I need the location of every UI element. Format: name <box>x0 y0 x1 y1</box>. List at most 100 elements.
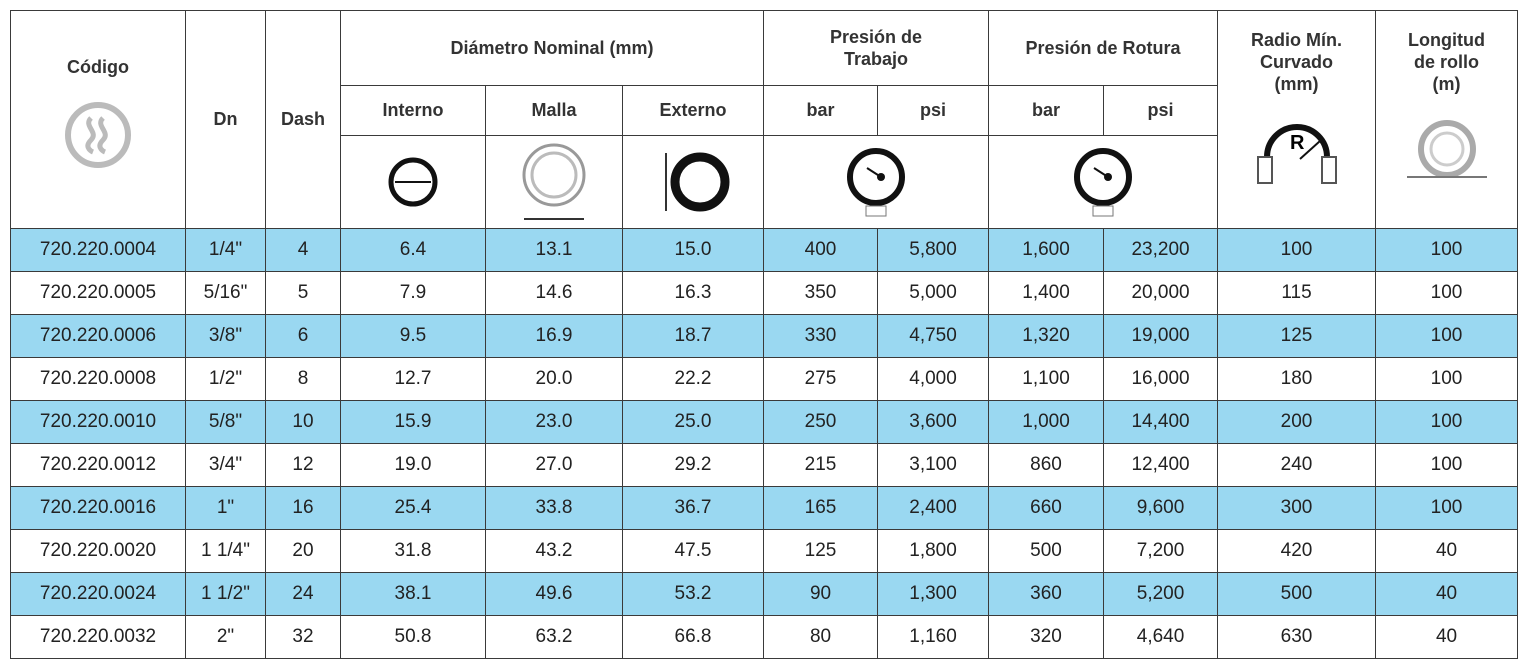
table-cell: 125 <box>763 529 879 573</box>
table-cell: 180 <box>1217 357 1377 401</box>
table-cell: 500 <box>1217 572 1377 616</box>
table-cell: 20,000 <box>1103 271 1219 315</box>
table-cell: 40 <box>1375 529 1519 573</box>
table-cell: 24 <box>265 572 341 616</box>
table-cell: 1" <box>185 486 266 530</box>
table-cell: 275 <box>763 357 879 401</box>
table-cell: 20.0 <box>485 357 623 401</box>
table-cell: 100 <box>1375 271 1519 315</box>
table-cell: 38.1 <box>340 572 486 616</box>
externo-icon <box>665 152 730 212</box>
table-cell: 1,100 <box>988 357 1105 401</box>
table-cell: 100 <box>1375 228 1519 272</box>
table-cell: 32 <box>265 615 341 659</box>
radio-header: Radio Mín. Curvado (mm) R <box>1217 10 1377 229</box>
table-cell: 125 <box>1217 314 1377 358</box>
gauge-icon <box>847 148 906 217</box>
table-cell: 1,400 <box>988 271 1105 315</box>
interno-icon-cell <box>340 135 486 229</box>
table-cell: 400 <box>763 228 879 272</box>
presion-rotura-header: Presión de Rotura <box>988 10 1219 86</box>
table-cell: 350 <box>763 271 879 315</box>
table-cell: 630 <box>1217 615 1377 659</box>
externo-header: Externo <box>621 85 765 136</box>
table-cell: 29.2 <box>621 443 765 487</box>
table-cell: 19.0 <box>340 443 486 487</box>
table-cell: 420 <box>1217 529 1377 573</box>
table-cell: 360 <box>988 572 1105 616</box>
table-cell: 31.8 <box>340 529 486 573</box>
table-cell: 5/8" <box>185 400 266 444</box>
radio-icon-label: R <box>1290 132 1305 154</box>
bar-header: bar <box>763 85 879 136</box>
table-cell: 25.0 <box>621 400 765 444</box>
table-cell: 80 <box>763 615 879 659</box>
table-cell: 36.7 <box>621 486 765 530</box>
table-row: 720.220.0005 5/16" 5 7.9 14.6 16.3 350 5,000 1,4… <box>10 271 1519 315</box>
spec-table: Código Dn Dash Diámetro Nominal (mm) Pre… <box>10 10 1519 659</box>
malla-header: Malla <box>485 85 623 136</box>
presion-trabajo-header: Presión de Trabajo <box>763 10 990 86</box>
table-row: 720.220.0004 1/4" 4 6.4 13.1 15.0 400 5,800 1,60… <box>10 228 1519 272</box>
table-cell: 23,200 <box>1103 228 1219 272</box>
table-cell: 47.5 <box>621 529 765 573</box>
table-cell: 12,400 <box>1103 443 1219 487</box>
table-cell: 14,400 <box>1103 400 1219 444</box>
table-cell: 720.220.0024 <box>10 572 186 616</box>
table-cell: 1 1/2" <box>185 572 266 616</box>
table-cell: 720.220.0010 <box>10 400 186 444</box>
table-cell: 15.9 <box>340 400 486 444</box>
table-cell: 3,600 <box>877 400 990 444</box>
table-cell: 1,160 <box>877 615 990 659</box>
table-cell: 3,100 <box>877 443 990 487</box>
table-cell: 43.2 <box>485 529 623 573</box>
table-cell: 720.220.0032 <box>10 615 186 659</box>
table-cell: 8 <box>265 357 341 401</box>
table-cell: 860 <box>988 443 1105 487</box>
table-cell: 13.1 <box>485 228 623 272</box>
presion-trabajo-label: Presión de Trabajo <box>830 27 923 69</box>
table-cell: 7.9 <box>340 271 486 315</box>
table-cell: 18.7 <box>621 314 765 358</box>
radio-icon: R <box>1256 124 1337 184</box>
table-cell: 100 <box>1375 400 1519 444</box>
table-cell: 1/4" <box>185 228 266 272</box>
table-cell: 250 <box>763 400 879 444</box>
table-cell: 720.220.0005 <box>10 271 186 315</box>
longitud-label: Longitud de rollo (m) <box>1408 30 1486 94</box>
codigo-icon <box>65 102 131 168</box>
dash-header: Dash <box>265 10 341 229</box>
table-cell: 4,750 <box>877 314 990 358</box>
table-cell: 19,000 <box>1103 314 1219 358</box>
externo-icon-cell <box>621 135 765 229</box>
table-cell: 1,600 <box>988 228 1105 272</box>
table-cell: 90 <box>763 572 879 616</box>
table-cell: 100 <box>1375 314 1519 358</box>
dn-header: Dn <box>185 10 266 229</box>
table-cell: 165 <box>763 486 879 530</box>
diametro-header: Diámetro Nominal (mm) <box>339 10 765 86</box>
table-cell: 12 <box>265 443 341 487</box>
table-cell: 3/4" <box>185 443 266 487</box>
table-cell: 240 <box>1217 443 1377 487</box>
table-row: 720.220.0006 3/8" 6 9.5 16.9 18.7 330 4,750 1,32… <box>10 314 1519 358</box>
table-body: 720.220.0004 1/4" 4 6.4 13.1 15.0 400 5,800 1,60… <box>10 228 1519 659</box>
table-cell: 49.6 <box>485 572 623 616</box>
table-row: 720.220.0010 5/8" 10 15.9 23.0 25.0 250 3,600 1,… <box>10 400 1519 444</box>
bar-header: bar <box>988 85 1105 136</box>
table-row: 720.220.0024 1 1/2" 24 38.1 49.6 53.2 90 1,300 3… <box>10 572 1519 616</box>
table-cell: 16,000 <box>1103 357 1219 401</box>
table-cell: 720.220.0020 <box>10 529 186 573</box>
table-cell: 4 <box>265 228 341 272</box>
table-cell: 100 <box>1375 486 1519 530</box>
table-cell: 215 <box>763 443 879 487</box>
rotura-icon-cell <box>988 135 1219 229</box>
table-cell: 16.9 <box>485 314 623 358</box>
table-row: 720.220.0012 3/4" 12 19.0 27.0 29.2 215 3,100 86… <box>10 443 1519 487</box>
longitud-icon <box>1406 120 1487 178</box>
table-cell: 16 <box>265 486 341 530</box>
table-cell: 5 <box>265 271 341 315</box>
malla-icon <box>522 143 586 220</box>
table-cell: 16.3 <box>621 271 765 315</box>
